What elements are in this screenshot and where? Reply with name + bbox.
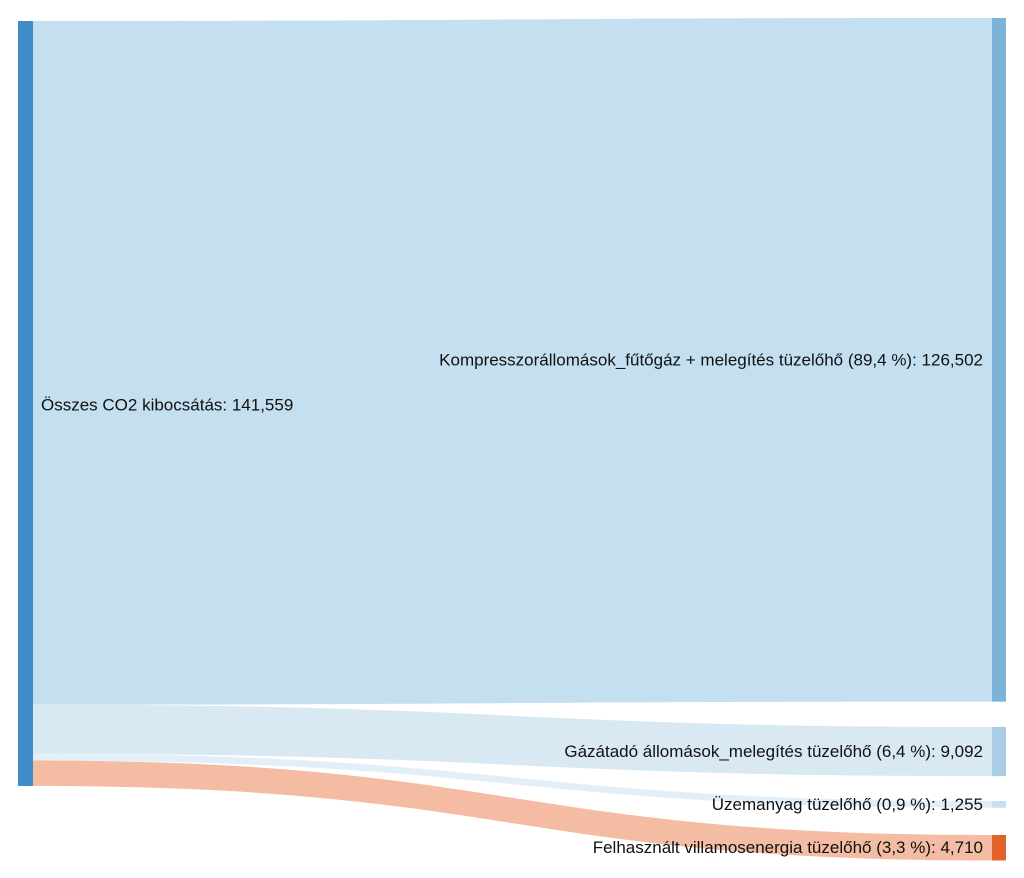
source-node-label: Összes CO2 kibocsátás: 141,559 (41, 396, 293, 415)
target-node-label-gazatado: Gázátadó állomások_melegítés tüzelőhő (6… (564, 742, 983, 761)
sankey-link-villamosenergia (33, 760, 992, 861)
target-node-label-uzemanyag: Üzemanyag tüzelőhő (0,9 %): 1,255 (712, 795, 983, 814)
target-node-label-villamosenergia: Felhasznált villamosenergia tüzelőhő (3,… (593, 838, 983, 857)
target-node-villamosenergia (992, 835, 1006, 861)
sankey-link-gazatado (33, 704, 992, 777)
labels-layer: Összes CO2 kibocsátás: 141,559 Kompressz… (41, 350, 983, 857)
target-node-kompresszorallomasok (992, 18, 1006, 702)
nodes-layer (18, 18, 1006, 861)
target-node-uzemanyag (992, 801, 1006, 808)
sankey-link-uzemanyag (33, 753, 992, 808)
target-node-gazatado (992, 727, 1006, 777)
sankey-link-kompresszorallomasok (33, 18, 992, 705)
source-node (18, 21, 33, 786)
links-layer (33, 18, 992, 861)
target-node-label-kompresszorallomasok: Kompresszorállomások_fűtőgáz + melegítés… (439, 350, 983, 369)
